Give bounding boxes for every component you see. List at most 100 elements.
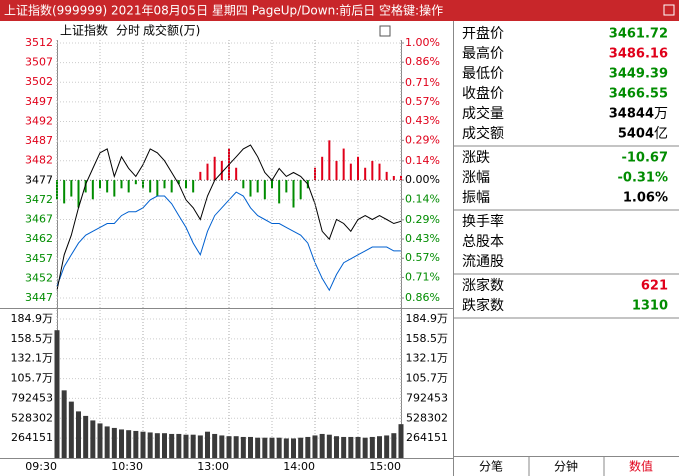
tab[interactable]: 数值 bbox=[629, 459, 653, 474]
y2-tick-label: 0.43% bbox=[405, 114, 440, 127]
quote-value: 5404 bbox=[618, 127, 654, 142]
quote-label: 振幅 bbox=[462, 190, 490, 206]
y-tick-label: 3457 bbox=[25, 252, 53, 265]
tab[interactable]: 分笔 bbox=[479, 459, 503, 474]
volume-bar bbox=[377, 436, 382, 458]
volume-bar bbox=[162, 433, 167, 458]
volume-bar bbox=[326, 434, 332, 458]
title-bar bbox=[0, 0, 679, 21]
volume-tick-label-right: 264151 bbox=[406, 431, 448, 444]
quote-label: 成交额 bbox=[462, 125, 504, 142]
volume-bar bbox=[334, 436, 339, 458]
breadth-bar bbox=[249, 180, 252, 197]
breadth-bar bbox=[349, 163, 352, 181]
breadth-bar bbox=[371, 160, 374, 181]
y2-tick-label: 0.29% bbox=[405, 133, 440, 146]
chart-indicator[interactable]: 成交额(万) bbox=[143, 23, 200, 38]
volume-bar bbox=[226, 436, 232, 458]
volume-bar bbox=[348, 436, 354, 458]
breadth-bar bbox=[271, 180, 273, 189]
chart-name: 上证指数 bbox=[60, 23, 108, 38]
breadth-bar bbox=[263, 180, 266, 200]
volume-tick-label: 132.1万 bbox=[11, 352, 54, 365]
tab[interactable]: 分钟 bbox=[554, 459, 578, 474]
quote-value: 3486.16 bbox=[609, 47, 668, 62]
breadth-bar bbox=[192, 180, 195, 193]
volume-bar bbox=[54, 330, 60, 458]
quote-value: 1310 bbox=[632, 299, 668, 314]
quote-unit: 万 bbox=[654, 106, 668, 122]
y-tick-label: 3447 bbox=[25, 291, 53, 304]
volume-bar bbox=[147, 432, 153, 458]
chart-mode[interactable]: 分时 bbox=[116, 24, 140, 38]
y2-tick-label: 0.86% bbox=[405, 55, 440, 68]
quote-value: 1.06% bbox=[623, 191, 668, 206]
y2-tick-label: 0.14% bbox=[405, 192, 440, 205]
volume-bar bbox=[205, 431, 210, 458]
breadth-bar bbox=[278, 180, 281, 204]
breadth-bar bbox=[185, 180, 187, 189]
breadth-bar bbox=[149, 180, 152, 193]
breadth-bar bbox=[99, 180, 101, 189]
volume-bar bbox=[111, 427, 117, 458]
y-tick-label: 3502 bbox=[25, 75, 53, 88]
breadth-bar bbox=[120, 180, 123, 189]
y2-tick-label: 0.57% bbox=[405, 251, 440, 264]
breadth-bar bbox=[163, 180, 166, 189]
volume-bar bbox=[291, 438, 296, 458]
y2-tick-label: 0.86% bbox=[405, 291, 440, 304]
volume-bar bbox=[197, 435, 203, 458]
chart-menu-icon[interactable] bbox=[379, 25, 391, 37]
quote-label: 跌家数 bbox=[462, 297, 504, 314]
volume-bar bbox=[391, 433, 397, 458]
volume-bar bbox=[169, 433, 175, 458]
volume-bar bbox=[262, 437, 268, 458]
volume-bar bbox=[319, 433, 325, 458]
breadth-bar bbox=[199, 171, 202, 181]
volume-bar bbox=[83, 415, 89, 458]
breadth-bar bbox=[106, 180, 109, 193]
breadth-bar bbox=[170, 180, 173, 193]
y2-tick-label: 0.00% bbox=[405, 173, 440, 186]
volume-bar bbox=[369, 436, 375, 458]
x-tick-label: 14:00 bbox=[283, 460, 315, 473]
breadth-bar bbox=[299, 180, 302, 200]
breadth-bar bbox=[378, 163, 381, 181]
x-tick-label: 13:00 bbox=[197, 460, 229, 473]
volume-bar bbox=[183, 434, 189, 458]
y-tick-label: 3497 bbox=[25, 95, 53, 108]
y2-tick-label: 0.71% bbox=[405, 76, 440, 89]
volume-tick-label: 158.5万 bbox=[11, 332, 54, 345]
window-button[interactable] bbox=[663, 4, 675, 16]
breadth-bar bbox=[328, 140, 331, 181]
quote-label: 成交量 bbox=[462, 105, 504, 122]
quote-value: 3461.72 bbox=[609, 27, 668, 42]
volume-tick-label: 264151 bbox=[11, 431, 53, 444]
price-line bbox=[56, 144, 402, 291]
volume-bar bbox=[154, 433, 160, 458]
breadth-bar bbox=[91, 180, 94, 200]
y-tick-label: 3462 bbox=[25, 232, 53, 245]
breadth-bar bbox=[113, 180, 116, 197]
volume-tick-label-right: 792453 bbox=[406, 391, 448, 404]
quote-value: 3466.55 bbox=[609, 87, 668, 102]
breadth-bar bbox=[292, 180, 295, 208]
volume-bar bbox=[269, 437, 275, 458]
volume-bar bbox=[140, 431, 146, 458]
breadth-bar bbox=[242, 180, 245, 189]
quote-label: 开盘价 bbox=[462, 25, 504, 42]
volume-bar bbox=[76, 411, 81, 458]
x-tick-label: 10:30 bbox=[111, 460, 143, 473]
breadth-bar bbox=[321, 156, 324, 181]
y-tick-label: 3452 bbox=[25, 271, 53, 284]
quote-label: 涨家数 bbox=[462, 277, 504, 294]
y2-tick-label: 0.43% bbox=[405, 232, 440, 245]
breadth-bar bbox=[84, 180, 87, 193]
quote-value: 621 bbox=[641, 279, 668, 294]
y-tick-label: 3482 bbox=[25, 154, 53, 167]
x-tick-label: 09:30 bbox=[25, 460, 57, 473]
breadth-bar bbox=[213, 156, 216, 181]
volume-tick-label-right: 105.7万 bbox=[406, 372, 449, 385]
breadth-bar bbox=[235, 167, 238, 181]
volume-tick-label: 792453 bbox=[11, 391, 53, 404]
